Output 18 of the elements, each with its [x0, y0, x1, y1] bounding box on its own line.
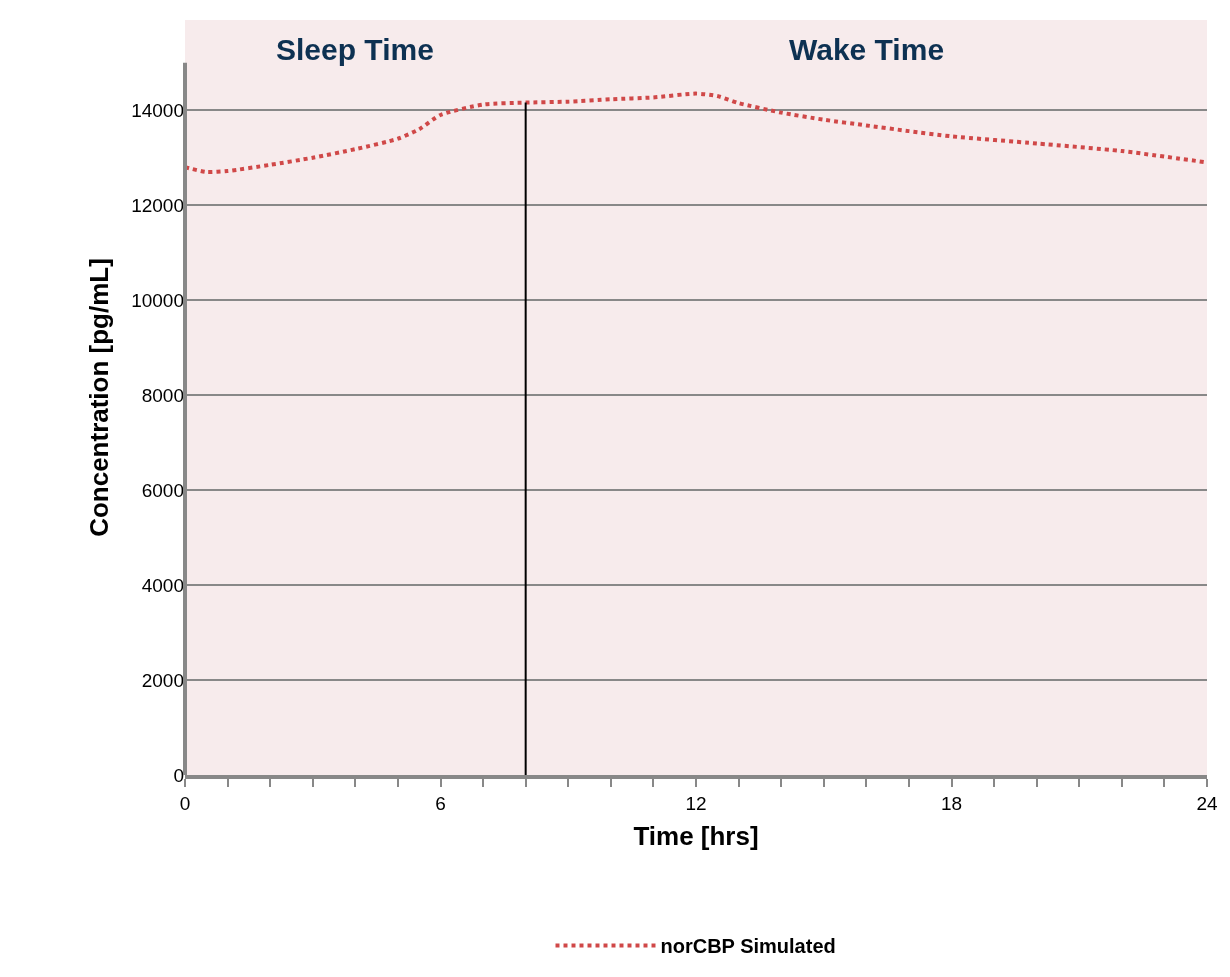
y-tick-label: 2000	[141, 669, 184, 691]
y-tick-label: 8000	[141, 384, 184, 406]
y-tick-label: 4000	[141, 574, 184, 596]
x-tick-label: 6	[435, 792, 446, 814]
line-series	[185, 91, 1207, 174]
y-tick-label: 14000	[131, 99, 184, 121]
annotation: Wake Time	[789, 33, 945, 66]
x-axis-title: Time [hrs]	[633, 821, 759, 851]
x-tick-label: 12	[685, 792, 707, 814]
legend-label: norCBP Simulated	[660, 935, 836, 958]
x-tick-label: 18	[940, 792, 963, 814]
x-tick-label: 24	[1196, 792, 1218, 814]
y-tick-label: 12000	[131, 194, 184, 216]
y-tick-label: 0	[173, 764, 184, 786]
annotation: Sleep Time	[276, 33, 434, 66]
y-axis-title: Concentration [pg/mL]	[83, 258, 114, 537]
y-tick-label: 6000	[141, 479, 184, 501]
y-tick-label: 10000	[131, 289, 184, 311]
